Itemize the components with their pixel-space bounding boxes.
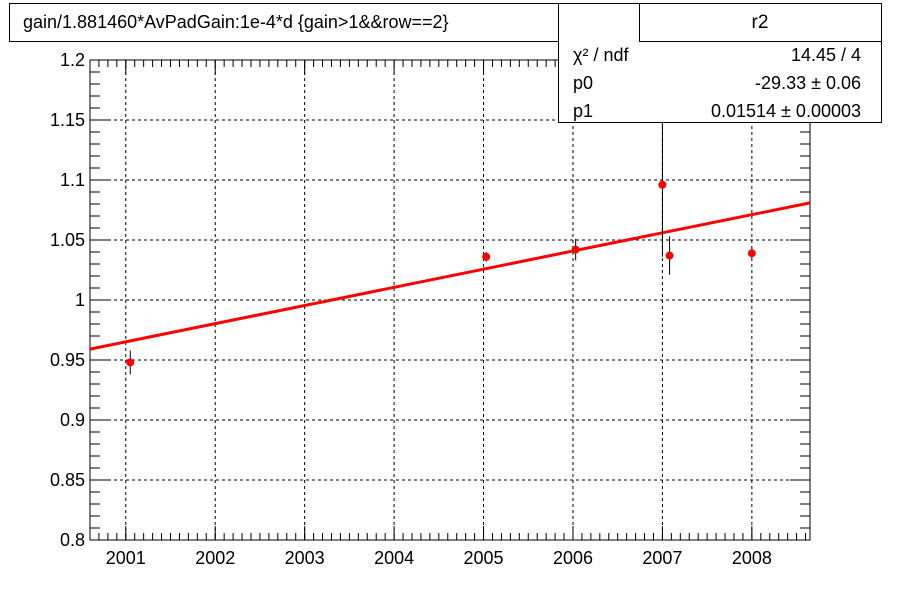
x-tick-label: 2007	[642, 548, 682, 568]
stats-box: r2 χ² / ndf 14.45 / 4 p0 -29.33 ± 0.06 p…	[558, 3, 882, 123]
chart-title: gain/1.881460*AvPadGain:1e-4*d {gain>1&&…	[9, 3, 637, 42]
stats-row-p0: p0 -29.33 ± 0.06	[559, 69, 881, 97]
fit-line-group	[89, 201, 811, 351]
data-point	[665, 251, 674, 260]
stats-row-chi2: χ² / ndf 14.45 / 4	[559, 41, 881, 69]
y-tick-label: 1	[75, 290, 85, 310]
data-points	[126, 112, 756, 375]
stats-key: χ² / ndf	[573, 45, 629, 65]
y-tick-label: 1.05	[50, 230, 85, 250]
data-point	[571, 245, 580, 254]
y-tick-label: 0.85	[50, 470, 85, 490]
fit-line	[89, 201, 811, 351]
x-tick-label: 2005	[464, 548, 504, 568]
stats-separator	[639, 4, 640, 41]
y-tick-label: 0.8	[60, 530, 85, 550]
x-tick-label: 2006	[553, 548, 593, 568]
y-tick-label: 0.95	[50, 350, 85, 370]
stats-key: p1	[573, 101, 594, 121]
stats-name: r2	[751, 12, 769, 33]
y-tick-label: 0.9	[60, 410, 85, 430]
stats-value: 14.45 / 4	[790, 45, 861, 65]
stats-value: 0.01514 ± 0.00003	[710, 101, 861, 121]
y-tick-label: 1.2	[60, 50, 85, 70]
x-tick-label: 2003	[285, 548, 325, 568]
axes: 2001 2002 2003 2004 2005 2006 2007 2008 0.8 0.85 0…	[50, 50, 810, 568]
stats-key: p0	[573, 73, 594, 93]
x-tick-label: 2008	[732, 548, 772, 568]
x-tick-label: 2002	[195, 548, 235, 568]
data-point	[658, 180, 667, 189]
stats-value: -29.33 ± 0.06	[755, 73, 861, 93]
x-tick-label: 2004	[374, 548, 414, 568]
stats-separator	[639, 41, 881, 42]
grid-lines	[90, 60, 810, 540]
data-point	[482, 252, 491, 261]
y-tick-label: 1.1	[60, 170, 85, 190]
stats-row-p1: p1 0.01514 ± 0.00003	[559, 97, 881, 125]
data-point	[747, 249, 756, 258]
x-tick-label: 2001	[106, 548, 146, 568]
data-point	[126, 358, 135, 367]
y-tick-label: 1.15	[50, 110, 85, 130]
